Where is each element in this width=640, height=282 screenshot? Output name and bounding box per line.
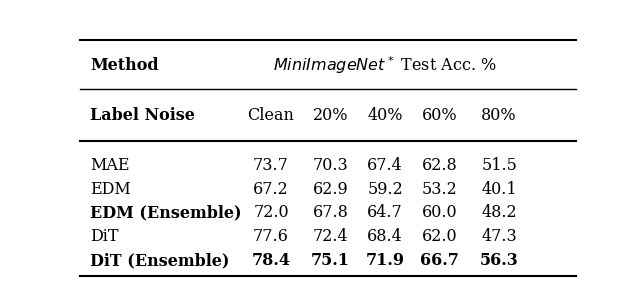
Text: 66.7: 66.7 bbox=[420, 252, 459, 269]
Text: 78.4: 78.4 bbox=[252, 252, 291, 269]
Text: MAE: MAE bbox=[90, 157, 129, 174]
Text: 72.0: 72.0 bbox=[253, 204, 289, 221]
Text: 62.8: 62.8 bbox=[422, 157, 458, 174]
Text: DiT: DiT bbox=[90, 228, 118, 245]
Text: 59.2: 59.2 bbox=[367, 180, 403, 198]
Text: EDM (Ensemble): EDM (Ensemble) bbox=[90, 204, 241, 221]
Text: 77.6: 77.6 bbox=[253, 228, 289, 245]
Text: 75.1: 75.1 bbox=[311, 252, 350, 269]
Text: 67.8: 67.8 bbox=[312, 204, 348, 221]
Text: Clean: Clean bbox=[248, 107, 294, 124]
Text: Method: Method bbox=[90, 57, 159, 74]
Text: 48.2: 48.2 bbox=[481, 204, 517, 221]
Text: 80%: 80% bbox=[481, 107, 517, 124]
Text: 67.4: 67.4 bbox=[367, 157, 403, 174]
Text: EDM: EDM bbox=[90, 180, 131, 198]
Text: 56.3: 56.3 bbox=[480, 252, 518, 269]
Text: 60%: 60% bbox=[422, 107, 458, 124]
Text: 62.0: 62.0 bbox=[422, 228, 458, 245]
Text: 70.3: 70.3 bbox=[312, 157, 348, 174]
Text: $\mathit{MiniImageNet}^*$ Test Acc. %: $\mathit{MiniImageNet}^*$ Test Acc. % bbox=[273, 54, 497, 76]
Text: 40%: 40% bbox=[367, 107, 403, 124]
Text: DiT (Ensemble): DiT (Ensemble) bbox=[90, 252, 229, 269]
Text: 64.7: 64.7 bbox=[367, 204, 403, 221]
Text: 20%: 20% bbox=[313, 107, 348, 124]
Text: 60.0: 60.0 bbox=[422, 204, 458, 221]
Text: 47.3: 47.3 bbox=[481, 228, 517, 245]
Text: 67.2: 67.2 bbox=[253, 180, 289, 198]
Text: 71.9: 71.9 bbox=[365, 252, 404, 269]
Text: 68.4: 68.4 bbox=[367, 228, 403, 245]
Text: 53.2: 53.2 bbox=[422, 180, 458, 198]
Text: 73.7: 73.7 bbox=[253, 157, 289, 174]
Text: 40.1: 40.1 bbox=[481, 180, 517, 198]
Text: 62.9: 62.9 bbox=[312, 180, 348, 198]
Text: 72.4: 72.4 bbox=[313, 228, 348, 245]
Text: Label Noise: Label Noise bbox=[90, 107, 195, 124]
Text: 51.5: 51.5 bbox=[481, 157, 517, 174]
